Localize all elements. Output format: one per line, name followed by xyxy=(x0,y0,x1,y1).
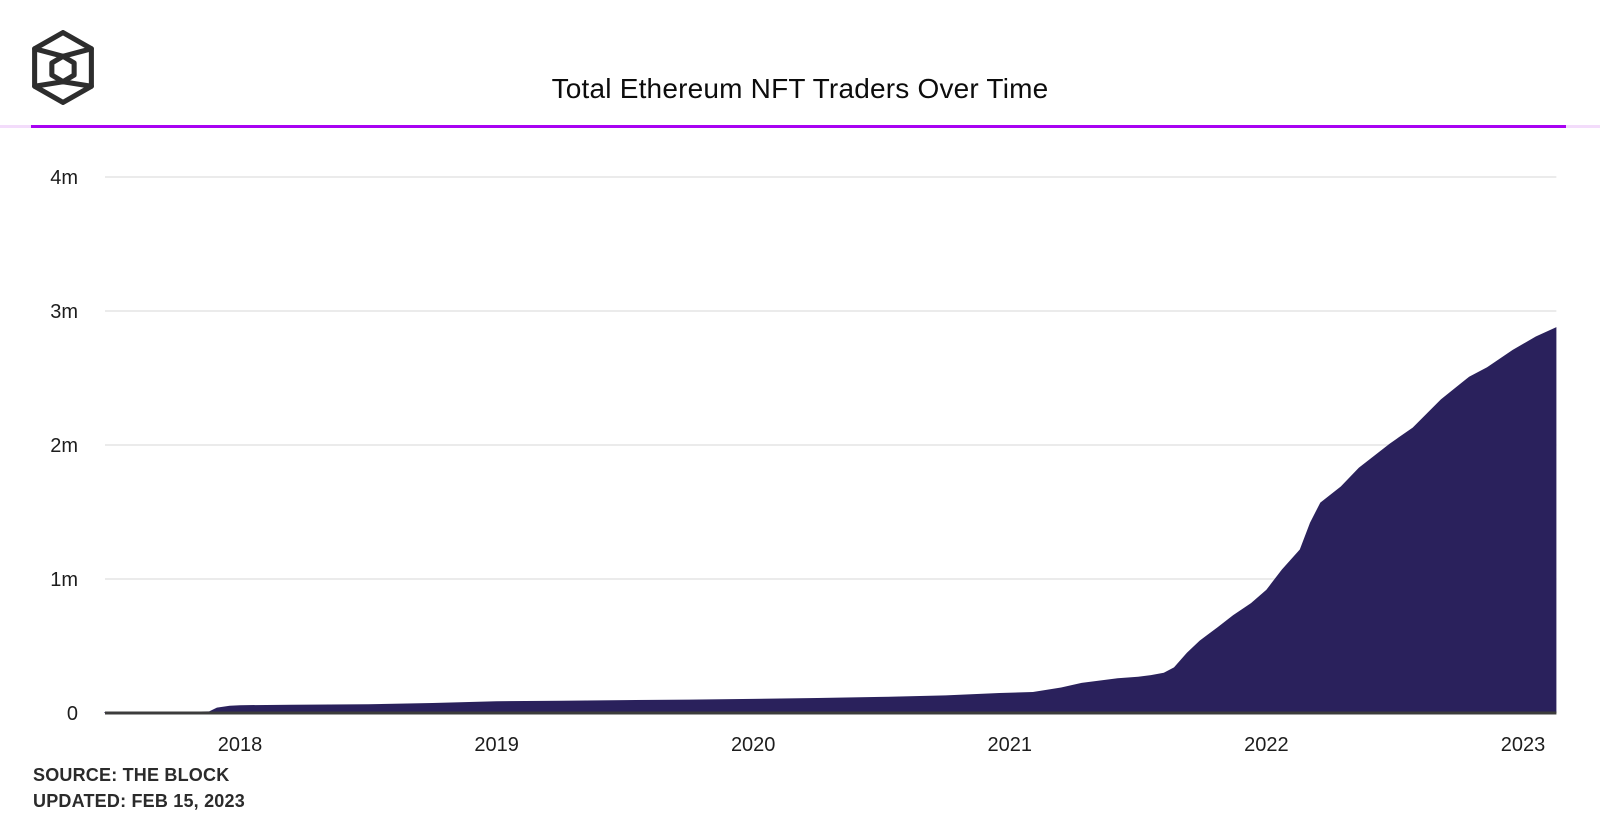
x-tick-label: 2021 xyxy=(988,734,1033,756)
accent-divider-solid xyxy=(31,125,1566,128)
the-block-cube-logo xyxy=(32,30,94,105)
x-tick-label: 2023 xyxy=(1501,734,1546,756)
updated-label: UPDATED: FEB 15, 2023 xyxy=(33,791,245,811)
accent-divider xyxy=(0,125,1600,128)
x-tick-label: 2018 xyxy=(218,734,263,756)
y-tick-label: 1m xyxy=(50,569,78,591)
nft-traders-area-series xyxy=(104,327,1557,713)
x-axis-line xyxy=(105,711,1557,715)
x-tick-label: 2022 xyxy=(1244,734,1289,756)
x-tick-label: 2020 xyxy=(731,734,776,756)
chart-title: Total Ethereum NFT Traders Over Time xyxy=(551,72,1049,104)
source-label: SOURCE: THE BLOCK xyxy=(33,765,230,785)
x-tick-label: 2019 xyxy=(474,734,519,756)
y-tick-label: 4m xyxy=(50,167,78,189)
footer: SOURCE: THE BLOCK UPDATED: FEB 15, 2023 xyxy=(33,762,245,814)
y-tick-label: 2m xyxy=(50,435,78,457)
y-tick-label: 0 xyxy=(67,703,78,725)
cube-icon xyxy=(32,30,94,105)
y-tick-label: 3m xyxy=(50,301,78,323)
